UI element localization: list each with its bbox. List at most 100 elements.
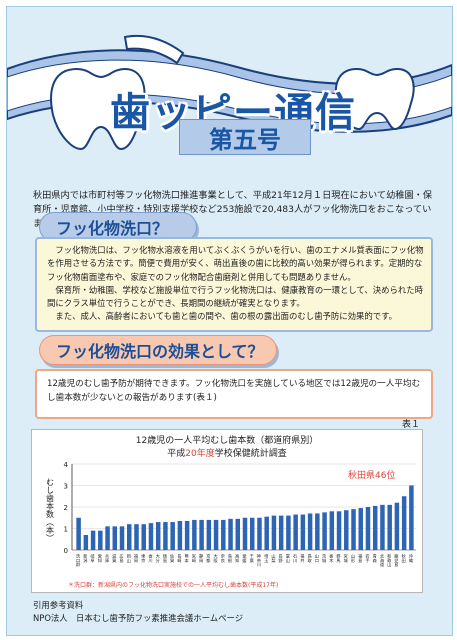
x-tick-label: 大分: [155, 553, 161, 564]
x-tick-label: 千葉: [249, 553, 255, 564]
x-tick-label: 岩手: [365, 553, 370, 564]
x-tick-label: 佐賀: [169, 553, 175, 564]
bar-宮崎: [192, 519, 197, 550]
x-tick-label: 沖縄: [408, 553, 414, 563]
bar-富山: [286, 515, 291, 550]
bar-山口: [315, 513, 320, 550]
x-tick-label: 栃木: [328, 553, 334, 564]
references-heading: 引用参考資料: [33, 600, 84, 610]
x-tick-label: 秋田: [401, 553, 407, 564]
bar-岡山: [127, 524, 132, 550]
bar-新潟: [83, 534, 89, 550]
bar-愛知: [98, 530, 103, 550]
chart-title-line2: 平成20年度学校保健統計調査: [167, 447, 286, 459]
x-tick-label: 福井: [300, 553, 305, 564]
bar-和歌山: [387, 504, 392, 550]
bar-滋賀: [112, 526, 118, 550]
x-tick-label: 洗口群: [75, 553, 81, 568]
x-tick-label: 北海道: [379, 553, 385, 568]
explanation-paragraph: また、成人、高齢者においても歯と歯の間や、歯の根の露出面のむし歯予防に効果的です…: [55, 311, 398, 322]
x-tick-label: 宮崎: [191, 553, 197, 563]
x-tick-label: 茨城: [321, 553, 327, 564]
x-tick-label: 山口: [315, 553, 320, 563]
bar-山梨: [271, 515, 277, 550]
bar-青森: [372, 505, 378, 550]
x-tick-label: 愛媛: [242, 553, 248, 564]
x-tick-label: 富山: [286, 553, 291, 564]
x-tick-label: 鹿児島: [394, 553, 399, 568]
x-tick-label: 島根: [227, 553, 233, 564]
header-decoration: [7, 35, 452, 151]
chart-title-line2-pre: 平成: [167, 447, 185, 459]
chart-x-labels: 洗口群 新潟 岐阜 愛知 兵庫 滋賀 広島 岡山 福岡 東京 香川 大分 徳島 佐賀 長崎 熊本 宮崎 静岡 京都大…: [75, 553, 414, 568]
x-tick-label: 宮城: [343, 553, 349, 564]
bar-沖縄: [409, 485, 414, 550]
bar-洗口群: [76, 517, 81, 550]
effects-text-box: 12歳児のむし歯予防が期待できます。フッ化物洗口を実施している地区では12歳児の…: [35, 369, 433, 419]
bar-岐阜: [90, 530, 96, 550]
issue-number: 第五号: [179, 119, 311, 155]
bar-岩手: [365, 507, 371, 550]
x-tick-label: 長野: [278, 554, 284, 564]
bar-千葉: [249, 517, 255, 550]
x-tick-label: 山形: [350, 553, 356, 564]
caries-chart: 12歳児の一人平均むし歯本数（都道府県別） 平成20年度学校保健統計調査 秋田県…: [31, 429, 423, 593]
bar-埼玉: [264, 516, 269, 550]
bar-茨城: [322, 512, 327, 551]
x-tick-label: 静岡: [198, 553, 204, 564]
bar-大阪: [213, 519, 219, 550]
y-tick-label: 3: [64, 483, 68, 491]
explanation-paragraph: 保育所・幼稚園、学校など施設単位で行うフッ化物洗口は、健康教育の一環として、決め…: [47, 284, 424, 309]
x-tick-label: 香川: [148, 553, 154, 563]
bar-熊本: [184, 520, 190, 550]
x-tick-label: 福岡: [134, 553, 139, 564]
newsletter-page: 歯ッピー通信 第五号 秋田県内では市町村等フッ化物洗口推進事業として、平成21年…: [6, 6, 453, 636]
x-tick-label: 東京: [140, 553, 146, 564]
references-source: NPO法人 日本むし歯予防フッ素推進会議ホームページ: [33, 613, 244, 623]
bar-長野: [278, 515, 284, 550]
x-tick-label: 愛知: [98, 553, 103, 564]
references: 引用参考資料 NPO法人 日本むし歯予防フッ素推進会議ホームページ: [33, 599, 243, 625]
x-tick-label: 奈良: [220, 553, 226, 564]
chart-title-line2-post: 学校保健統計調査: [215, 447, 287, 459]
bar-徳島: [163, 522, 168, 550]
section-heading-effects: フッ化物洗口の効果として？: [39, 335, 277, 365]
y-tick-label: 4: [64, 461, 69, 469]
bar-石川: [293, 514, 298, 550]
x-tick-label: 群馬: [336, 553, 342, 564]
bar-群馬: [336, 511, 342, 550]
bar-広島: [119, 526, 125, 550]
chart-callout: 秋田県46位: [348, 469, 395, 481]
bar-神奈川: [257, 517, 262, 550]
chart-footnote: ＊洗口群：新潟県内のフッ化物洗口実施校での一人平均むし歯本数(平成17年): [68, 581, 278, 589]
bar-山形: [351, 509, 356, 550]
bar-佐賀: [170, 522, 175, 550]
x-tick-label: 岡山: [127, 554, 132, 564]
bar-鳥取: [307, 513, 313, 550]
bar-秋田: [401, 496, 407, 550]
x-tick-label: 高知: [235, 553, 240, 564]
bar-福岡: [134, 524, 139, 550]
bar-静岡: [199, 519, 204, 550]
x-tick-label: 石川: [293, 554, 298, 563]
x-tick-label: 広島: [120, 553, 125, 564]
bar-愛媛: [242, 517, 248, 550]
x-tick-label: 長崎: [176, 554, 182, 563]
chart-bars: [76, 485, 414, 551]
x-tick-label: 大阪: [213, 553, 219, 564]
x-tick-label: 岐阜: [90, 553, 96, 564]
bar-宮城: [344, 510, 349, 550]
y-tick-label: 2: [64, 504, 68, 512]
bar-東京: [141, 524, 146, 550]
chart-title-line2-highlight: 20年度: [185, 447, 214, 459]
tooth-left-icon: [50, 67, 146, 151]
fluoride-rinse-explanation-box: フッ化物洗口は、フッ化物水溶液を用いてぶくぶくうがいを行い、歯のエナメル質表面に…: [35, 237, 433, 332]
bar-奈良: [221, 519, 226, 550]
x-tick-label: 青森: [372, 553, 378, 564]
bar-福井: [300, 514, 306, 550]
y-tick-label: 1: [64, 526, 68, 534]
explanation-paragraph: フッ化物洗口は、フッ化物水溶液を用いてぶくぶくうがいを行い、歯のエナメル質表面に…: [47, 245, 424, 282]
x-tick-label: 和歌山: [386, 553, 392, 568]
x-tick-label: 新潟: [83, 553, 88, 564]
bar-京都: [206, 519, 212, 550]
